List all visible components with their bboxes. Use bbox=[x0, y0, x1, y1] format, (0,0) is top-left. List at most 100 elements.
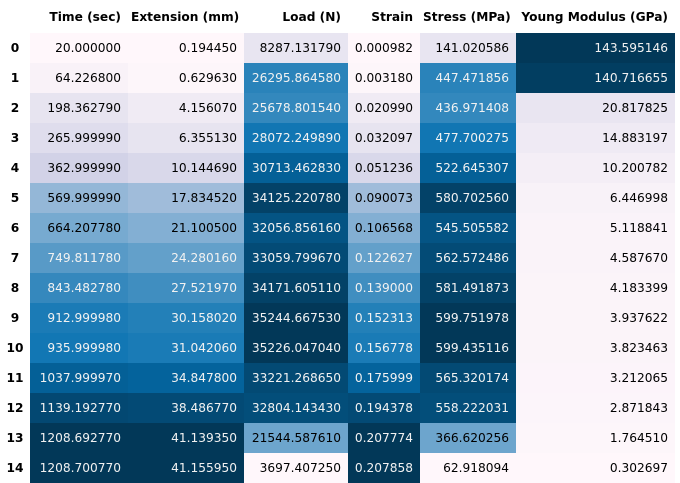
table-cell: 35244.667530 bbox=[244, 303, 348, 333]
table-cell: 436.971408 bbox=[420, 93, 516, 123]
row-index: 13 bbox=[0, 423, 30, 453]
row-index: 8 bbox=[0, 273, 30, 303]
table-cell: 24.280160 bbox=[128, 243, 244, 273]
table-cell: 28072.249890 bbox=[244, 123, 348, 153]
table-cell: 38.486770 bbox=[128, 393, 244, 423]
column-header-young-modulus: Young Modulus (GPa) bbox=[521, 9, 668, 24]
row-index: 9 bbox=[0, 303, 30, 333]
row-index: 2 bbox=[0, 93, 30, 123]
table-cell: 0.156778 bbox=[348, 333, 420, 363]
column-header-extension: Extension (mm) bbox=[131, 9, 240, 24]
table-cell: 35226.047040 bbox=[244, 333, 348, 363]
table-cell: 477.700275 bbox=[420, 123, 516, 153]
row-index: 12 bbox=[0, 393, 30, 423]
table-cell: 8287.131790 bbox=[244, 33, 348, 63]
table-cell: 1.764510 bbox=[516, 423, 675, 453]
table-cell: 143.595146 bbox=[516, 33, 675, 63]
table-cell: 10.144690 bbox=[128, 153, 244, 183]
table-cell: 599.435116 bbox=[420, 333, 516, 363]
table-cell: 265.999990 bbox=[30, 123, 128, 153]
table-cell: 558.222031 bbox=[420, 393, 516, 423]
table-cell: 32056.856160 bbox=[244, 213, 348, 243]
table-cell: 749.811780 bbox=[30, 243, 128, 273]
table-cell: 26295.864580 bbox=[244, 63, 348, 93]
table-row: 6 664.207780 21.100500 32056.856160 0.106568… bbox=[0, 213, 675, 243]
table-cell: 0.207774 bbox=[348, 423, 420, 453]
header-row: Time (sec) Extension (mm) Load (N) Strai… bbox=[0, 0, 675, 33]
table-cell: 27.521970 bbox=[128, 273, 244, 303]
table-cell: 3.937622 bbox=[516, 303, 675, 333]
table-cell: 21.100500 bbox=[128, 213, 244, 243]
table-cell: 6.446998 bbox=[516, 183, 675, 213]
table-cell: 362.999990 bbox=[30, 153, 128, 183]
column-header-stress: Stress (MPa) bbox=[423, 9, 511, 24]
table-row: 11 1037.999970 34.847800 33221.268650 0.1759… bbox=[0, 363, 675, 393]
table-cell: 30.158020 bbox=[128, 303, 244, 333]
table-cell: 198.362790 bbox=[30, 93, 128, 123]
table-cell: 0.152313 bbox=[348, 303, 420, 333]
table-cell: 0.194450 bbox=[128, 33, 244, 63]
table-cell: 366.620256 bbox=[420, 423, 516, 453]
column-header-load: Load (N) bbox=[282, 9, 341, 24]
table-cell: 522.645307 bbox=[420, 153, 516, 183]
table-cell: 562.572486 bbox=[420, 243, 516, 273]
table-cell: 0.139000 bbox=[348, 273, 420, 303]
table-cell: 5.118841 bbox=[516, 213, 675, 243]
index-header bbox=[0, 0, 30, 33]
column-header-time: Time (sec) bbox=[49, 9, 121, 24]
table-row: 7 749.811780 24.280160 33059.799670 0.122627… bbox=[0, 243, 675, 273]
table-row: 0 20.000000 0.194450 8287.131790 0.000982 141… bbox=[0, 33, 675, 63]
table-cell: 4.587670 bbox=[516, 243, 675, 273]
table-cell: 0.175999 bbox=[348, 363, 420, 393]
table-cell: 30713.462830 bbox=[244, 153, 348, 183]
table-cell: 545.505582 bbox=[420, 213, 516, 243]
table-cell: 62.918094 bbox=[420, 453, 516, 483]
table-cell: 0.020990 bbox=[348, 93, 420, 123]
table-cell: 33221.268650 bbox=[244, 363, 348, 393]
table-cell: 3697.407250 bbox=[244, 453, 348, 483]
table-cell: 41.139350 bbox=[128, 423, 244, 453]
table-cell: 41.155950 bbox=[128, 453, 244, 483]
table-cell: 0.000982 bbox=[348, 33, 420, 63]
table-cell: 565.320174 bbox=[420, 363, 516, 393]
table-body: 0 20.000000 0.194450 8287.131790 0.000982 141… bbox=[0, 33, 675, 483]
table-cell: 25678.801540 bbox=[244, 93, 348, 123]
table-cell: 569.999990 bbox=[30, 183, 128, 213]
table-cell: 0.302697 bbox=[516, 453, 675, 483]
column-header-strain: Strain bbox=[371, 9, 413, 24]
table-row: 5 569.999990 17.834520 34125.220780 0.090073… bbox=[0, 183, 675, 213]
table-cell: 0.032097 bbox=[348, 123, 420, 153]
table-header: Time (sec) Extension (mm) Load (N) Strai… bbox=[0, 0, 675, 33]
table-cell: 1208.692770 bbox=[30, 423, 128, 453]
row-index: 10 bbox=[0, 333, 30, 363]
table-cell: 0.207858 bbox=[348, 453, 420, 483]
table-cell: 4.183399 bbox=[516, 273, 675, 303]
row-index: 14 bbox=[0, 453, 30, 483]
row-index: 3 bbox=[0, 123, 30, 153]
table-cell: 34171.605110 bbox=[244, 273, 348, 303]
table-cell: 3.212065 bbox=[516, 363, 675, 393]
table-cell: 20.817825 bbox=[516, 93, 675, 123]
row-index: 0 bbox=[0, 33, 30, 63]
table-cell: 1139.192770 bbox=[30, 393, 128, 423]
table-row: 13 1208.692770 41.139350 21544.587610 0.2077… bbox=[0, 423, 675, 453]
table-cell: 34.847800 bbox=[128, 363, 244, 393]
table-cell: 32804.143430 bbox=[244, 393, 348, 423]
table-cell: 599.751978 bbox=[420, 303, 516, 333]
table-cell: 447.471856 bbox=[420, 63, 516, 93]
table-row: 12 1139.192770 38.486770 32804.143430 0.1943… bbox=[0, 393, 675, 423]
table-row: 8 843.482780 27.521970 34171.605110 0.139000… bbox=[0, 273, 675, 303]
row-index: 1 bbox=[0, 63, 30, 93]
table-cell: 6.355130 bbox=[128, 123, 244, 153]
table-row: 9 912.999980 30.158020 35244.667530 0.152313… bbox=[0, 303, 675, 333]
table-cell: 0.051236 bbox=[348, 153, 420, 183]
table-cell: 20.000000 bbox=[30, 33, 128, 63]
table-cell: 3.823463 bbox=[516, 333, 675, 363]
table-cell: 141.020586 bbox=[420, 33, 516, 63]
table-cell: 0.122627 bbox=[348, 243, 420, 273]
table-cell: 1037.999970 bbox=[30, 363, 128, 393]
row-index: 4 bbox=[0, 153, 30, 183]
table-cell: 1208.700770 bbox=[30, 453, 128, 483]
